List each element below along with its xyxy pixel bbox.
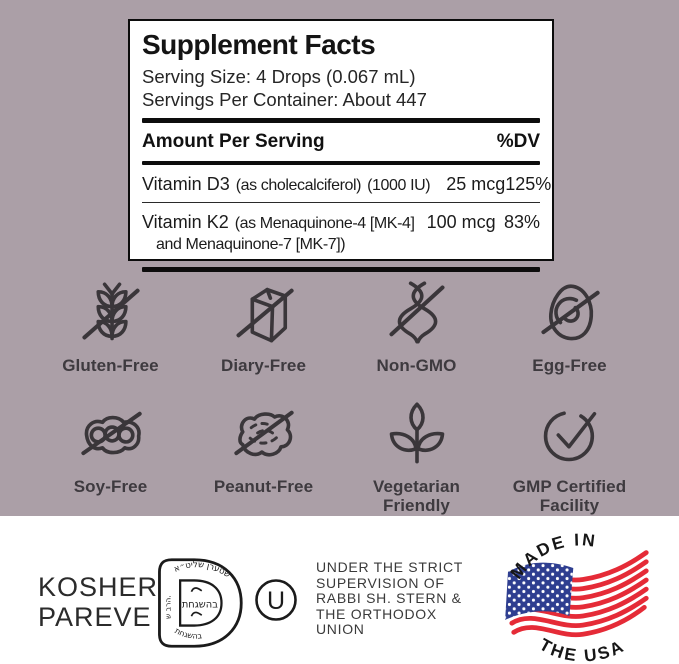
nutrient-strength: (1000 IU) (367, 177, 431, 194)
badge-vegetarian-friendly: Vegetarian Friendly (340, 400, 493, 515)
made-in-usa-stamp: MADE IN THE USA (505, 529, 649, 664)
dv-header-label: %DV (496, 131, 540, 152)
badge-label: Non-GMO (376, 356, 457, 375)
svg-text:שטערן שליט״א: שטערן שליט״א (172, 559, 232, 579)
kosher-line: KOSHER (38, 572, 159, 602)
nutrient-dv: 125% (505, 174, 552, 194)
soybean-crossed-icon (80, 411, 142, 456)
egg-crossed-icon (540, 284, 600, 341)
table-row-vitamin-k2: Vitamin K2 (as Menaquinone-4 [MK-4] 100 … (142, 203, 540, 240)
check-circle-icon (543, 410, 596, 462)
supervision-line: UNION (316, 621, 365, 638)
nutrient-amount: 100 mcg (426, 212, 496, 232)
badge-peanut-free: Peanut-Free (187, 400, 340, 515)
nutrient-detail-line2: and Menaquinone-7 [MK-7]) (156, 236, 346, 253)
divider-thick-bottom (142, 267, 540, 272)
badge-dairy-free: Diary-Free (187, 279, 340, 375)
pareve-line: PAREVE (38, 602, 152, 632)
badge-label: Egg-Free (532, 356, 607, 375)
servings-per-container-text: Servings Per Container: About 447 (142, 89, 427, 110)
supervision-line: THE ORTHODOX (316, 605, 437, 622)
hechsher-ring-left-text: הרב ש. (164, 595, 173, 619)
divider-thick (142, 118, 540, 123)
divider-medium (142, 161, 540, 165)
wheat-crossed-icon (81, 282, 140, 341)
amount-per-serving-header: Amount Per Serving %DV (142, 123, 540, 161)
table-row-vitamin-d3: Vitamin D3 (as cholecalciferol) (1000 IU… (142, 165, 551, 203)
badge-label: Diary-Free (220, 356, 307, 375)
the-usa-arc-text: THE USA (536, 634, 626, 664)
supervision-line: RABBI SH. STERN & (316, 590, 462, 607)
hechsher-ring-bottom-text: בהשגחת (173, 626, 203, 641)
svg-text:THE USA: THE USA (536, 634, 628, 664)
badge-egg-free: Egg-Free (493, 279, 646, 375)
svg-text:בהשגחת: בהשגחת (173, 626, 203, 641)
peanut-crossed-icon (233, 410, 294, 457)
supervision-line: SUPERVISION OF (316, 574, 445, 591)
badge-soy-free: Soy-Free (34, 400, 187, 515)
nutrient-detail: (as Menaquinone-4 [MK-4] (234, 215, 415, 232)
nutrient-name: Vitamin K2 (142, 212, 229, 232)
badge-gluten-free: Gluten-Free (34, 279, 187, 375)
badge-label: Soy-Free (73, 477, 148, 496)
nutrient-amount: 25 mcg (446, 174, 506, 194)
sprout-icon (389, 402, 444, 464)
kosher-pareve-label: KOSHER PAREVE (38, 572, 158, 632)
milk-carton-crossed-icon (235, 287, 294, 343)
hechsher-ring-top-text: שטערן שליט״א (172, 559, 232, 579)
ou-letter: U (267, 587, 285, 615)
badge-gmp-certified: GMP Certified Facility (493, 400, 646, 515)
serving-size-text: Serving Size: 4 Drops (0.067 mL) (142, 66, 416, 87)
badge-label: Gluten-Free (62, 356, 159, 375)
badge-label: GMP Certified Facility (512, 477, 627, 515)
amount-header-label: Amount Per Serving (142, 131, 325, 152)
hechsher-center-text: בהשגחת (182, 600, 218, 611)
supervision-text: UNDER THE STRICT SUPERVISION OF RABBI SH… (316, 559, 464, 638)
supplement-facts-panel: Supplement Facts Serving Size: 4 Drops (… (128, 19, 554, 272)
dna-crossed-icon (388, 281, 445, 344)
badge-non-gmo: Non-GMO (340, 279, 493, 375)
nutrient-detail: (as cholecalciferol) (235, 177, 362, 194)
badge-label: Vegetarian Friendly (373, 477, 460, 515)
nutrient-dv: 83% (503, 212, 540, 232)
kosher-d-hechsher-seal: שטערן שליט״א הרב ש. בהשגחת בהשגחת (158, 558, 243, 648)
supervision-line: UNDER THE STRICT (316, 559, 464, 575)
supplement-facts-title: Supplement Facts (142, 29, 376, 60)
badge-label: Peanut-Free (213, 477, 314, 496)
feature-badges-grid: Gluten-Free Diary-Free (34, 279, 646, 515)
nutrient-name: Vitamin D3 (142, 174, 230, 194)
certifications-footer: KOSHER PAREVE שטערן שליט״א הרב ש. בהשגחת… (0, 516, 679, 664)
orthodox-union-symbol: U (255, 579, 297, 621)
flag-canton (505, 562, 574, 620)
